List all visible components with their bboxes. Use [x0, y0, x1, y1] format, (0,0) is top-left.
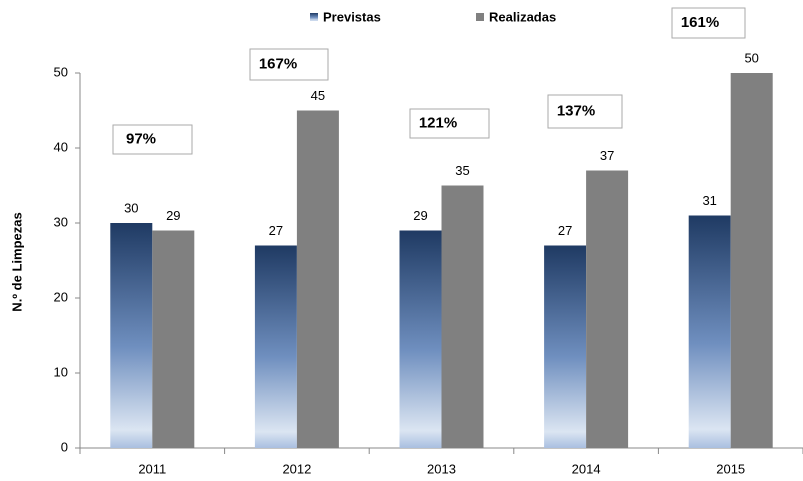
data-label: 29: [413, 208, 427, 223]
data-label: 31: [702, 193, 716, 208]
y-tick-label: 30: [54, 214, 68, 229]
bar: [441, 185, 484, 448]
data-label: 37: [600, 148, 614, 163]
x-tick-label: 2014: [572, 461, 601, 476]
bar: [296, 110, 339, 448]
y-tick-label: 40: [54, 139, 68, 154]
legend-swatch: [476, 13, 484, 21]
annotation: 137%: [557, 102, 595, 119]
bar: [110, 223, 153, 448]
data-label: 27: [269, 223, 283, 238]
annotation-box: [547, 94, 623, 129]
data-label: 35: [455, 163, 469, 178]
bar: [254, 245, 297, 448]
y-tick-label: 10: [54, 364, 68, 379]
bar: [730, 73, 773, 448]
y-tick-label: 20: [54, 289, 68, 304]
bar: [152, 230, 195, 448]
x-tick-label: 2012: [282, 461, 311, 476]
y-axis-label: N.º de Limpezas: [9, 212, 24, 311]
bar: [399, 230, 442, 448]
x-tick-label: 2015: [716, 461, 745, 476]
x-tick-label: 2011: [138, 461, 166, 476]
data-label: 50: [744, 50, 758, 65]
bar: [544, 245, 587, 448]
data-label: 27: [558, 223, 572, 238]
annotation: 161%: [681, 14, 719, 31]
y-tick-label: 0: [61, 439, 68, 454]
y-tick-label: 50: [54, 64, 68, 79]
annotation: 167%: [259, 55, 297, 72]
data-label: 45: [311, 88, 325, 103]
bar: [688, 215, 731, 448]
bar: [586, 170, 629, 448]
annotation: 121%: [419, 114, 457, 131]
legend-label: Previstas: [323, 9, 381, 24]
data-label: 30: [124, 200, 138, 215]
legend-swatch: [310, 13, 318, 21]
annotation-box: [409, 108, 490, 139]
annotation-box: [671, 7, 746, 39]
annotation-box: [112, 124, 193, 155]
annotation-box: [249, 48, 329, 81]
legend-label: Realizadas: [489, 9, 556, 24]
data-label: 29: [166, 208, 180, 223]
x-tick-label: 2013: [427, 461, 456, 476]
annotation: 97%: [126, 130, 156, 147]
